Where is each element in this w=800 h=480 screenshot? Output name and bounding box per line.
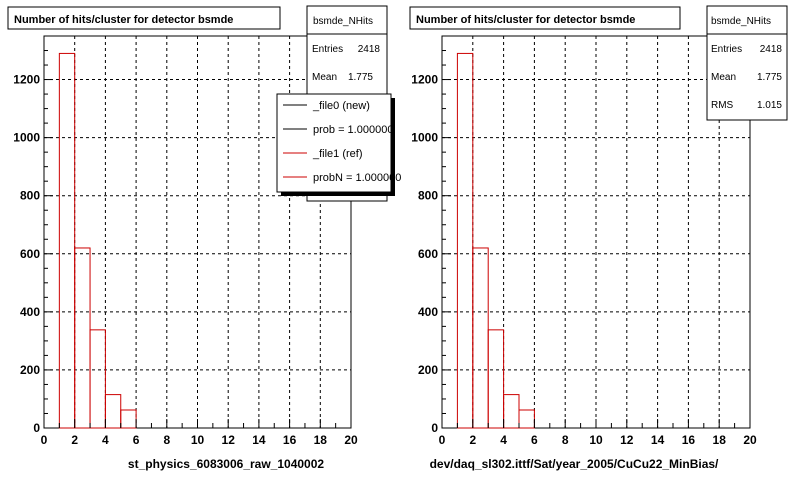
left-x-tick-label: 8: [163, 433, 170, 447]
right-stats-name: bsmde_NHits: [711, 16, 771, 27]
left-legend-entry: prob = 1.000000: [313, 124, 393, 136]
right-stats-rms-label: RMS: [711, 100, 734, 111]
right-stats-box: bsmde_NHits Entries 2418 Mean 1.775 RMS …: [706, 5, 788, 121]
left-x-tick-label: 16: [283, 433, 297, 447]
right-y-tick-label: 600: [418, 247, 438, 261]
left-legend-entry: _file0 (new): [312, 100, 370, 112]
left-x-tick-label: 20: [344, 433, 358, 447]
left-legend-entry: _file1 (ref): [312, 148, 363, 160]
right-x-tick-label: 0: [439, 433, 446, 447]
right-stats-rms-value: 1.015: [757, 100, 782, 111]
right-stats-entries-value: 2418: [760, 44, 783, 55]
right-x-axis-title: dev/daq_sl302.ittf/Sat/year_2005/CuCu22_…: [430, 457, 719, 471]
right-title: Number of hits/cluster for detector bsmd…: [416, 14, 635, 26]
left-legend: _file0 (new) prob = 1.000000 _file1 (ref) p…: [276, 93, 401, 196]
right-histogram-bars: [456, 52, 535, 429]
left-legend-entry: probN = 1.000000: [313, 172, 401, 184]
left-y-tick-label: 800: [20, 189, 40, 203]
right-x-tick-label: 20: [743, 433, 757, 447]
left-histogram-bars: [58, 52, 137, 429]
left-x-tick-label: 4: [102, 433, 109, 447]
left-x-tick-label: 10: [191, 433, 205, 447]
left-histogram-panel: 0 2 4 6 8 10 12 14 16 18 20 020040060080010001200 …: [7, 5, 401, 471]
left-x-tick-label: 2: [71, 433, 78, 447]
left-stats-mean-label: Mean: [312, 72, 337, 83]
left-y-tick-label: 600: [20, 247, 40, 261]
right-stats-mean-value: 1.775: [757, 72, 782, 83]
right-y-tick-label: 800: [418, 189, 438, 203]
left-stats-entries-label: Entries: [312, 44, 343, 55]
right-x-tick-label: 18: [713, 433, 727, 447]
right-x-tick-label: 16: [682, 433, 696, 447]
right-x-tick-label: 6: [531, 433, 538, 447]
right-x-tick-label: 2: [469, 433, 476, 447]
left-x-tick-label: 0: [41, 433, 48, 447]
left-title: Number of hits/cluster for detector bsmd…: [14, 14, 233, 26]
right-stats-entries-label: Entries: [711, 44, 742, 55]
left-histogram-bin: [58, 52, 76, 429]
left-stats-name: bsmde_NHits: [313, 16, 373, 27]
right-y-tick-label: 200: [418, 363, 438, 377]
right-x-tick-label: 4: [500, 433, 507, 447]
right-x-tick-label: 14: [651, 433, 665, 447]
right-x-tick-label: 10: [589, 433, 603, 447]
left-x-tick-label: 18: [314, 433, 328, 447]
left-y-tick-label: 0: [33, 421, 40, 435]
right-histogram-bin: [456, 52, 474, 429]
right-x-tick-label: 8: [562, 433, 569, 447]
right-y-tick-label: 1200: [411, 73, 438, 87]
left-histogram-bin: [89, 329, 106, 429]
left-title-box: Number of hits/cluster for detector bsmd…: [7, 6, 281, 30]
right-histogram-panel: 0 2 4 6 8 10 12 14 16 18 20 020040060080010001200 …: [409, 5, 788, 471]
right-title-box: Number of hits/cluster for detector bsmd…: [409, 6, 681, 30]
left-x-axis-title: st_physics_6083006_raw_1040002: [128, 457, 324, 471]
left-y-tick-label: 400: [20, 305, 40, 319]
right-y-tick-label: 1000: [411, 131, 438, 145]
left-x-tick-label: 12: [222, 433, 236, 447]
left-y-tick-label: 1200: [13, 73, 40, 87]
left-y-axis: 0 200 400 600 800 1000 1200: [13, 35, 53, 435]
left-stats-entries-value: 2418: [358, 44, 381, 55]
left-x-tick-label: 14: [252, 433, 266, 447]
right-y-tick-label: 400: [418, 305, 438, 319]
right-histogram-bin: [487, 329, 505, 429]
right-y-axis: 0 200 400 600 800 1000 1200: [411, 35, 451, 435]
right-x-axis: 0 2 4 6 8 10 12 14 16 18 20: [439, 419, 757, 447]
right-x-tick-label: 12: [620, 433, 634, 447]
left-histogram-bin: [120, 409, 137, 429]
left-y-tick-label: 200: [20, 363, 40, 377]
left-stats-mean-value: 1.775: [348, 72, 373, 83]
left-x-tick-label: 6: [133, 433, 140, 447]
right-y-tick-label: 0: [431, 421, 438, 435]
right-stats-mean-label: Mean: [711, 72, 736, 83]
right-histogram-bin: [518, 409, 535, 429]
left-x-axis: 0 2 4 6 8 10 12 14 16 18 20: [41, 419, 358, 447]
left-y-tick-label: 1000: [13, 131, 40, 145]
